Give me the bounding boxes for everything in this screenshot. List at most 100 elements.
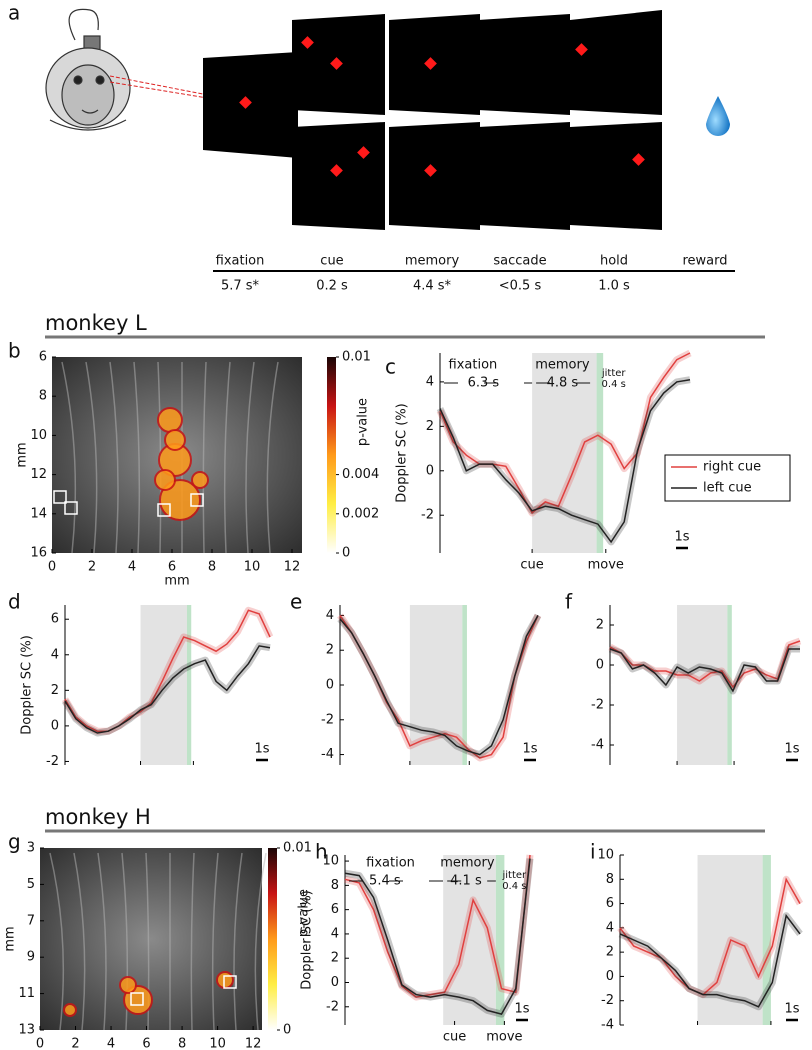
- scalebar-label: 1s: [784, 742, 799, 757]
- y-tick-label: 14: [30, 506, 47, 521]
- y-tick-label: 8: [331, 878, 339, 893]
- vessel: [97, 852, 107, 1031]
- y-tick-label: 0: [606, 969, 614, 984]
- colorbar-label: p-value: [356, 398, 371, 446]
- y-tick-label: 4: [331, 926, 339, 941]
- y-tick-label: 2: [596, 618, 604, 633]
- legend-label: left cue: [703, 481, 752, 496]
- event-label: cue: [443, 1030, 466, 1045]
- vessel: [85, 361, 98, 554]
- series-line: [64, 645, 271, 734]
- series-line: [339, 615, 539, 756]
- colorbar: [268, 848, 277, 1030]
- vessel: [190, 852, 195, 1031]
- legend-box: [664, 454, 791, 502]
- y-tick-label: 0: [596, 658, 604, 673]
- scalebar-label: 1s: [254, 742, 269, 757]
- x-tick-label: 6: [168, 560, 176, 575]
- panel-label: c: [385, 355, 396, 379]
- x-tick-label: 8: [178, 1037, 186, 1050]
- annotation: 0.4 s: [502, 881, 526, 892]
- memory-period: [677, 605, 728, 765]
- stage-name: reward: [682, 254, 727, 269]
- annotation: 5.4 s: [369, 874, 401, 889]
- y-tick-label: 10: [30, 428, 47, 443]
- stage-name: hold: [600, 254, 628, 269]
- activation: [216, 971, 234, 989]
- colorbar-label: p-value: [297, 889, 312, 937]
- section-title: monkey L: [45, 311, 147, 335]
- memory-period: [443, 855, 496, 1025]
- jitter-period: [495, 855, 505, 1025]
- stage-name: fixation: [216, 254, 265, 269]
- stage-duration: 4.4 s*: [413, 279, 452, 294]
- y-tick-label: 9: [27, 950, 35, 965]
- y-axis-label: Doppler SC (%): [395, 403, 410, 503]
- colorbar-tick-label: 0.004: [342, 467, 379, 482]
- panel-label: h: [315, 840, 328, 864]
- x-tick-label: 0: [48, 560, 56, 575]
- colorbar-tick-label: 0.01: [283, 841, 312, 856]
- y-tick-label: 10: [597, 848, 614, 863]
- vessel: [49, 852, 65, 1031]
- jitter-period: [462, 605, 467, 765]
- roi: [53, 490, 67, 504]
- y-tick-label: -2: [326, 999, 339, 1014]
- y-axis-label: Doppler SC (%): [300, 890, 315, 990]
- y-axis-label: mm: [15, 442, 30, 467]
- scalebar-label: 1s: [514, 1002, 529, 1017]
- activation: [191, 471, 209, 489]
- annotation: fixation: [449, 358, 498, 373]
- annotation: fixation: [366, 856, 415, 871]
- vessel: [245, 361, 255, 554]
- section-title: monkey H: [45, 805, 151, 829]
- vessel: [133, 361, 141, 554]
- y-tick-label: -2: [321, 712, 334, 727]
- y-tick-label: 3: [27, 841, 35, 856]
- y-tick-label: 8: [39, 389, 47, 404]
- stage-name: saccade: [493, 254, 546, 269]
- y-tick-label: 10: [322, 854, 339, 869]
- y-tick-label: -2: [591, 698, 604, 713]
- x-tick-label: 0: [36, 1037, 44, 1050]
- y-tick-label: -4: [591, 738, 604, 753]
- vessel: [223, 361, 231, 554]
- y-tick-label: 5: [27, 877, 35, 892]
- roi: [157, 503, 171, 517]
- y-tick-label: -2: [46, 754, 59, 769]
- x-tick-label: 2: [71, 1037, 79, 1050]
- annotation: memory: [535, 358, 590, 373]
- y-tick-label: 0: [426, 463, 434, 478]
- y-tick-label: 2: [326, 643, 334, 658]
- memory-period: [140, 605, 187, 765]
- annotation: jitter: [502, 870, 528, 881]
- panel-label: b: [8, 339, 21, 363]
- y-tick-label: 2: [51, 683, 59, 698]
- y-tick-label: 7: [27, 913, 35, 928]
- legend-label: right cue: [703, 460, 761, 475]
- vessel: [61, 361, 77, 554]
- y-tick-label: 2: [331, 951, 339, 966]
- vessel: [266, 361, 279, 554]
- roi: [190, 493, 204, 507]
- annotation: 4.8 s: [547, 376, 579, 391]
- water-drop: [706, 96, 730, 136]
- x-tick-label: 8: [208, 560, 216, 575]
- colorbar-tick-label: 0: [283, 1023, 291, 1038]
- annotation: 6.3 s: [468, 376, 500, 391]
- series-line: [609, 648, 800, 693]
- series-line: [619, 913, 801, 1008]
- annotation: 0.4 s: [602, 379, 626, 390]
- panel-label: f: [565, 590, 573, 614]
- y-tick-label: 4: [326, 608, 334, 623]
- y-tick-label: 4: [51, 647, 59, 662]
- monkey-sketch: [45, 8, 131, 131]
- stage-duration: 5.7 s*: [221, 279, 260, 294]
- x-tick-label: 4: [107, 1037, 115, 1050]
- y-axis-label: Doppler SC (%): [20, 635, 35, 735]
- screens: [203, 10, 662, 230]
- stage-duration: 1.0 s: [598, 279, 630, 294]
- series-line: [439, 378, 691, 544]
- y-axis-label: mm: [3, 926, 18, 951]
